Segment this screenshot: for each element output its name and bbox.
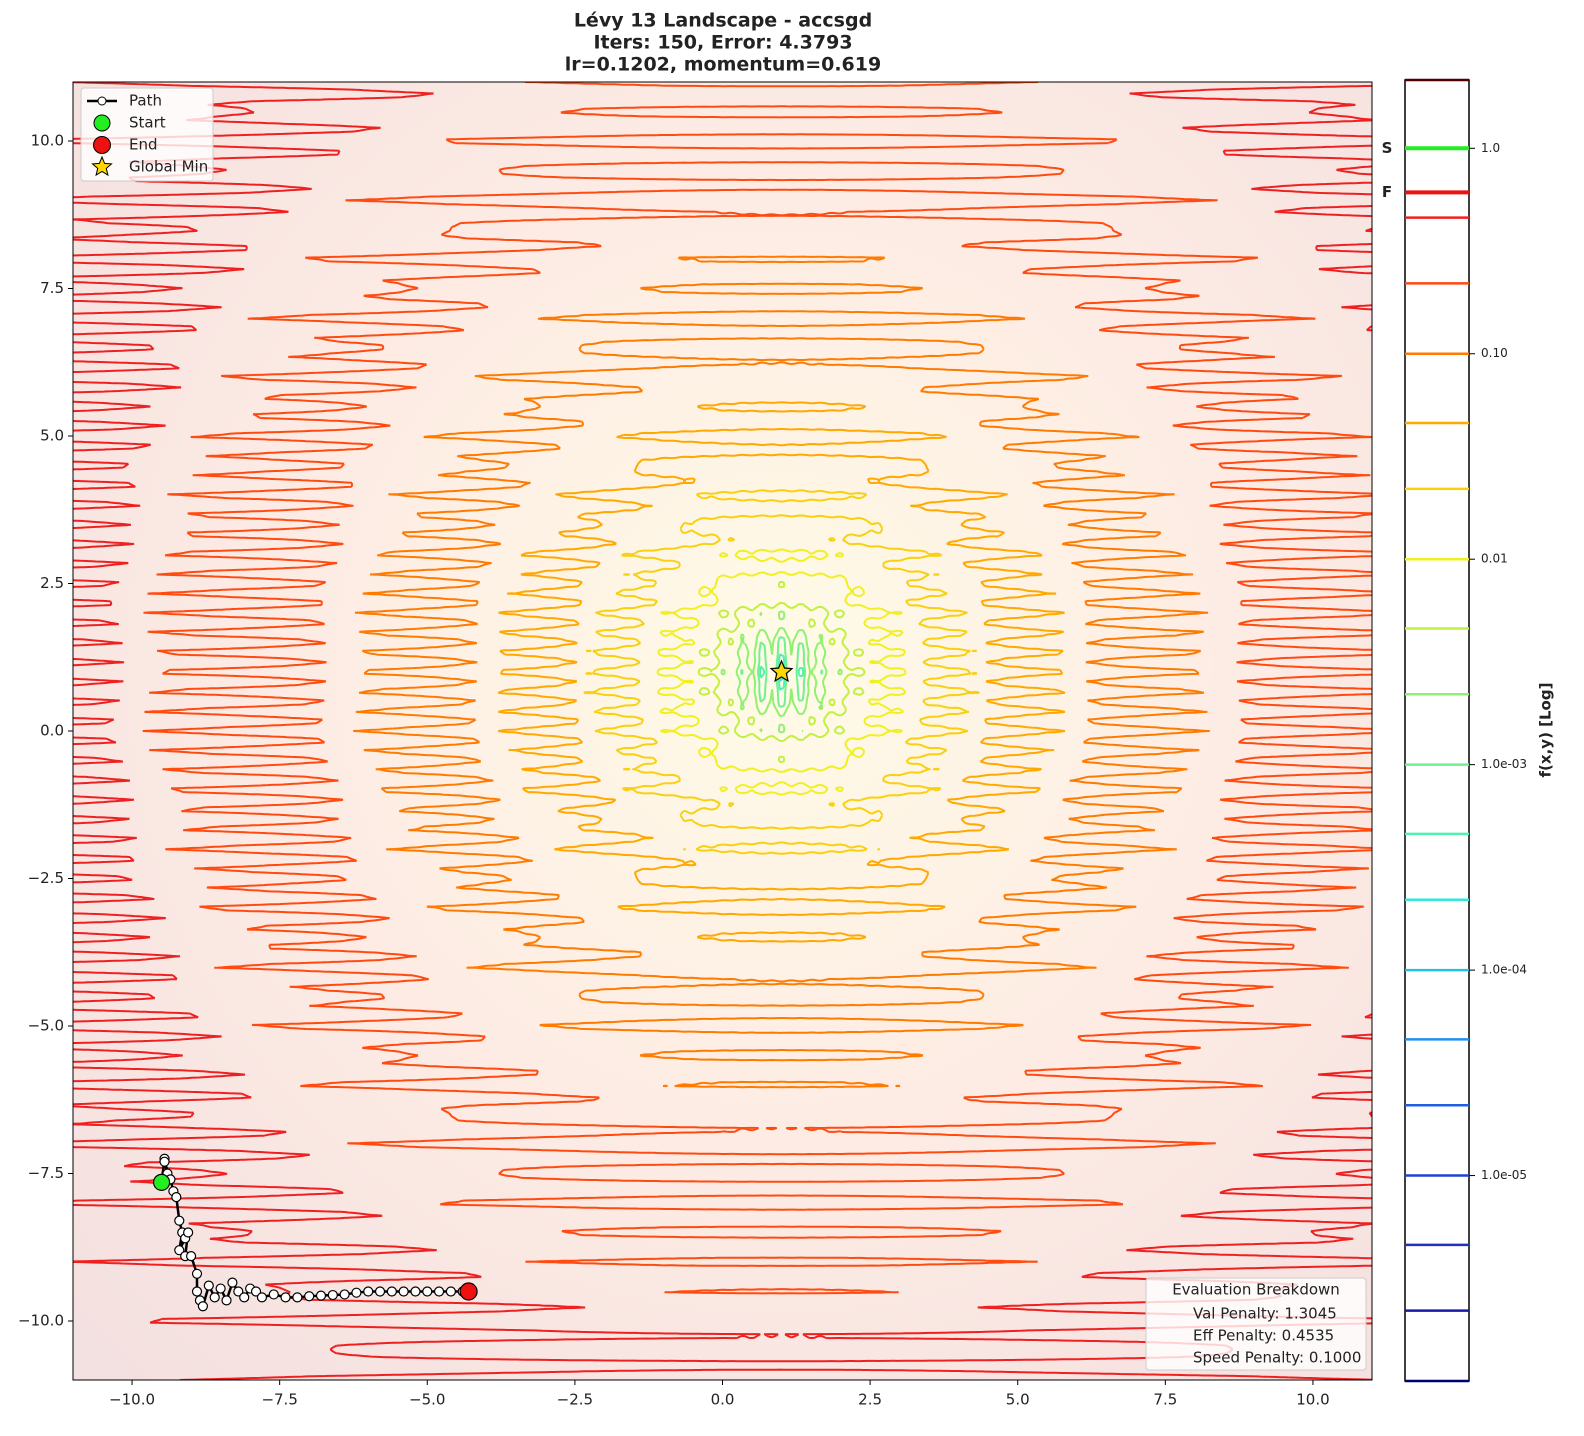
end-point	[459, 1282, 478, 1301]
colorbar-tick-label: 1.0e-03	[1481, 757, 1527, 771]
legend	[80, 87, 214, 182]
title: lr=0.1202, momentum=0.619	[565, 54, 881, 76]
contour-line	[740, 636, 823, 708]
path-point	[327, 1289, 338, 1301]
y-tick-label: 2.5	[40, 574, 64, 592]
path-point	[363, 1286, 374, 1297]
path-point	[203, 1280, 214, 1291]
colorbar-label: f(x,y) [Log]	[1537, 683, 1555, 778]
evaluation-line: Val Penalty: 1.3045	[1193, 1305, 1337, 1323]
legend-swatch	[93, 114, 111, 132]
start-point	[152, 1173, 171, 1191]
colorbar-tick-label: 0.10	[1481, 346, 1508, 360]
y-tick-label: −2.5	[28, 869, 64, 887]
legend-label: Global Min	[129, 158, 208, 176]
colorbar-marker-label: S	[1382, 139, 1393, 157]
path-point	[280, 1292, 291, 1303]
path-point	[304, 1291, 315, 1302]
path-point	[227, 1277, 238, 1288]
contour-line	[583, 489, 980, 855]
path-point	[209, 1292, 220, 1303]
path-point	[174, 1245, 185, 1256]
path-point	[185, 1250, 197, 1262]
path-point	[183, 1227, 194, 1238]
title: Iters: 150, Error: 4.3793	[593, 32, 852, 54]
x-tick-label: 10.0	[1296, 1391, 1329, 1409]
path-point	[191, 1286, 203, 1297]
path-point	[250, 1286, 262, 1297]
path-line	[160, 1158, 469, 1310]
contour-line	[656, 548, 907, 796]
plot-background	[73, 82, 1372, 1380]
y-tick-label: 5.0	[40, 427, 64, 445]
contour-line	[697, 580, 866, 763]
colorbar-tick-label: 1.0e-05	[1481, 1168, 1527, 1182]
y-tick-label: 7.5	[40, 279, 64, 297]
colorbar-tick-label: 1.0	[1481, 141, 1500, 155]
path-point	[410, 1286, 421, 1297]
legend-label: Path	[129, 92, 162, 110]
path-point	[339, 1289, 350, 1300]
path-point	[191, 1268, 203, 1279]
path-point	[159, 1156, 170, 1167]
path-point	[268, 1289, 279, 1300]
colorbar-tick-label: 1.0e-04	[1481, 963, 1527, 977]
path-point	[398, 1286, 409, 1297]
global-min	[769, 659, 794, 683]
x-tick-label: −7.5	[261, 1391, 297, 1409]
contour-line	[720, 610, 843, 734]
evaluation-line: Speed Penalty: 0.1000	[1193, 1349, 1361, 1367]
path-point	[445, 1286, 456, 1297]
y-tick-label: −7.5	[28, 1164, 64, 1182]
path-point	[256, 1292, 268, 1303]
x-tick-label: 2.5	[858, 1391, 882, 1409]
legend-label: Start	[129, 114, 166, 132]
colorbar-tick-label: 0.01	[1481, 552, 1508, 566]
x-tick-label: −2.5	[557, 1391, 593, 1409]
legend-swatch	[91, 155, 113, 177]
y-tick-label: 10.0	[31, 132, 64, 150]
overlay	[152, 659, 794, 1312]
path-point	[422, 1286, 433, 1297]
evaluation-title: Evaluation Breakdown	[1172, 1281, 1340, 1299]
x-tick-label: −10.0	[109, 1391, 155, 1409]
y-tick-label: −10.0	[18, 1312, 64, 1330]
path-point	[233, 1286, 244, 1297]
path-point	[351, 1287, 362, 1298]
contour-line	[353, 255, 1210, 1089]
evaluation-box	[1145, 1277, 1367, 1371]
path-point	[315, 1290, 327, 1301]
legend-swatch	[93, 136, 111, 154]
path-point	[386, 1286, 397, 1297]
contour-line	[497, 401, 1066, 943]
path-point	[292, 1292, 303, 1303]
path-point	[174, 1215, 185, 1226]
y-tick-label: −5.0	[28, 1017, 64, 1035]
x-tick-label: −5.0	[409, 1391, 445, 1409]
colorbar-marker-label: F	[1382, 183, 1392, 201]
colorbar-frame	[1404, 79, 1470, 1382]
path-point	[433, 1286, 445, 1297]
legend-swatch	[97, 96, 107, 106]
y-tick-label: 0.0	[40, 722, 64, 740]
x-tick-label: 0.0	[711, 1391, 735, 1409]
title: Lévy 13 Landscape - accsgd	[574, 10, 872, 32]
path-point	[374, 1286, 386, 1297]
evaluation-line: Eff Penalty: 0.4535	[1193, 1327, 1334, 1345]
path-point	[239, 1292, 250, 1303]
path-point	[197, 1301, 208, 1312]
path-point	[215, 1283, 226, 1294]
legend-label: End	[129, 136, 158, 154]
path-point	[221, 1295, 232, 1306]
path-point	[171, 1191, 182, 1203]
x-tick-label: 7.5	[1153, 1391, 1177, 1409]
contour-line	[142, 82, 1372, 1295]
x-tick-label: 5.0	[1006, 1391, 1030, 1409]
